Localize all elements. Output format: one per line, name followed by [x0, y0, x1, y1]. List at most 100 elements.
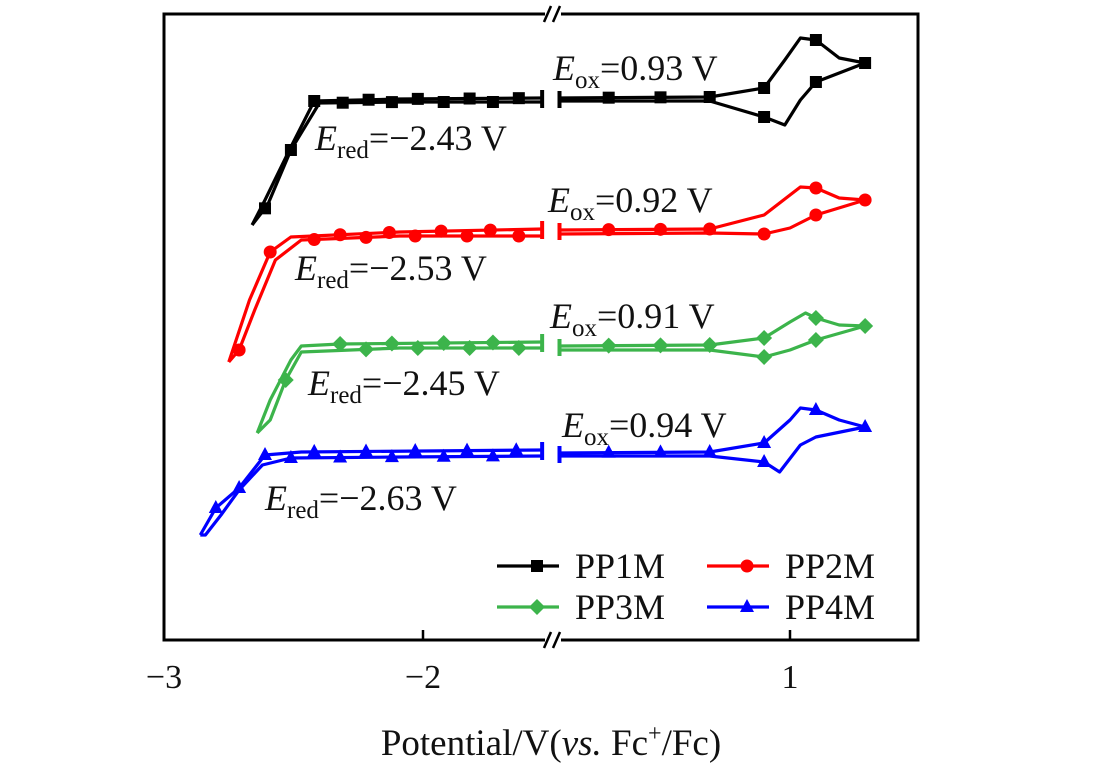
data-point	[359, 230, 373, 244]
legend-label: PP3M	[575, 587, 665, 627]
data-point	[859, 57, 872, 69]
data-point	[756, 330, 773, 346]
legend-marker	[529, 599, 545, 615]
data-point	[858, 419, 873, 432]
data-point	[436, 448, 451, 462]
legend-marker	[740, 559, 754, 573]
data-point	[408, 229, 422, 243]
legend-label: PP1M	[575, 546, 665, 586]
data-point	[333, 228, 347, 242]
data-point	[857, 318, 874, 334]
data-point	[409, 340, 426, 356]
data-point	[383, 335, 400, 352]
data-point	[807, 332, 824, 348]
axis-break-top	[542, 5, 562, 23]
data-point	[858, 193, 872, 207]
data-point	[460, 442, 475, 456]
data-point	[703, 91, 716, 103]
annotation-e-ox: Eox=0.94 V	[561, 405, 727, 451]
data-point	[208, 500, 223, 513]
data-point	[809, 34, 822, 46]
annotation-e-red: Ered=−2.63 V	[264, 478, 457, 524]
axis-break-bottom	[542, 631, 562, 649]
cv-curve-left-rev	[200, 454, 543, 537]
data-point	[484, 334, 501, 351]
data-point	[362, 93, 375, 106]
data-point	[758, 111, 771, 123]
data-point	[437, 96, 450, 108]
data-point	[435, 334, 452, 351]
data-point	[702, 444, 717, 457]
data-point	[382, 225, 396, 239]
series-pp1m	[250, 34, 872, 226]
data-point	[461, 340, 478, 356]
data-point	[358, 341, 375, 358]
cv-curve-right-fwd	[559, 36, 866, 100]
legend-item-pp2m: PP2M	[707, 546, 875, 586]
legend-label: PP2M	[785, 546, 875, 586]
legend-item-pp3m: PP3M	[497, 587, 665, 627]
data-point	[809, 208, 823, 222]
data-point	[463, 92, 476, 105]
data-point	[483, 223, 497, 237]
data-point	[336, 96, 349, 109]
data-point	[332, 336, 349, 352]
data-point	[510, 340, 527, 356]
data-point	[652, 337, 669, 354]
legend-marker	[740, 599, 754, 612]
data-point	[703, 222, 717, 236]
data-point	[307, 443, 322, 457]
annotation-e-ox: Eox=0.93 V	[552, 48, 718, 94]
legend-marker	[531, 560, 543, 572]
data-point	[807, 310, 824, 326]
data-point	[601, 444, 616, 458]
data-point	[653, 444, 668, 458]
cv-curve-right-fwd	[559, 185, 866, 232]
data-point	[602, 91, 615, 104]
x-axis-label: Potential/V(vs. Fc+/Fc)	[381, 721, 721, 764]
data-point	[485, 448, 500, 462]
data-point	[809, 181, 823, 195]
data-point	[232, 480, 247, 493]
data-point	[277, 372, 294, 388]
annotation-e-red: Ered=−2.53 V	[294, 248, 487, 294]
data-point	[512, 92, 525, 105]
data-point	[757, 454, 772, 467]
x-axis-ticks: −3 −2 1	[146, 630, 799, 696]
x-tick-label: −2	[405, 659, 441, 696]
data-point	[283, 450, 298, 463]
series-curves	[198, 34, 874, 537]
legend-label: PP4M	[785, 587, 875, 627]
data-point	[460, 229, 474, 243]
x-tick-label: 1	[782, 659, 799, 696]
data-point	[701, 337, 718, 353]
cv-curve-right-fwd	[559, 406, 866, 455]
annotation-e-ox: Eox=0.91 V	[549, 296, 715, 342]
data-point	[602, 223, 616, 237]
data-point	[263, 245, 277, 259]
data-point	[757, 435, 772, 448]
data-point	[486, 96, 499, 108]
annotation-e-ox: Eox=0.92 V	[547, 180, 713, 226]
data-point	[307, 232, 321, 246]
legend-item-pp1m: PP1M	[497, 546, 665, 586]
data-point	[509, 442, 524, 456]
cv-curve-left-fwd	[227, 227, 543, 363]
legend-item-pp4m: PP4M	[707, 587, 875, 627]
data-point	[259, 202, 272, 215]
data-point	[411, 92, 424, 105]
data-point	[512, 229, 526, 243]
x-tick-label: −3	[146, 659, 182, 696]
data-point	[258, 447, 273, 460]
data-point	[359, 443, 374, 457]
series-pp4m	[198, 402, 873, 537]
data-point	[758, 82, 771, 94]
data-point	[333, 449, 348, 463]
data-point	[385, 96, 398, 109]
data-point	[757, 227, 771, 241]
data-point	[808, 402, 823, 415]
data-point	[654, 222, 667, 236]
plot-frame	[162, 12, 920, 642]
data-point	[384, 449, 399, 463]
